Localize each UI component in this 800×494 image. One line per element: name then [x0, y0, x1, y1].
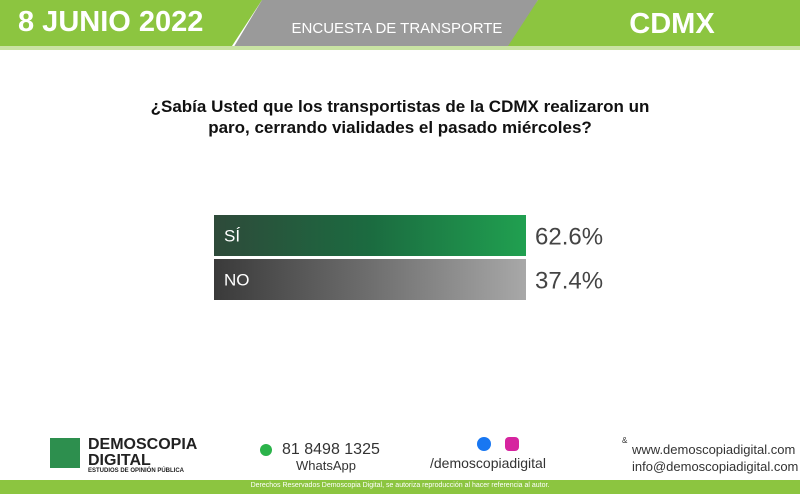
date: 8 JUNIO 2022: [18, 6, 204, 38]
category-label: NO: [224, 271, 250, 290]
social: /demoscopiadigital: [430, 455, 546, 471]
brand: DEMOSCOPIA: [88, 436, 198, 453]
bar: [214, 259, 526, 300]
value-label: 62.6%: [535, 224, 603, 251]
tagline: ESTUDIOS DE OPINIÓN PÚBLICA: [88, 468, 185, 474]
region: CDMX: [629, 8, 715, 40]
instagram-icon: [505, 437, 519, 451]
logo: [50, 438, 80, 468]
category-label: SÍ: [224, 227, 240, 246]
value-label: 37.4%: [535, 268, 603, 295]
header-center: [232, 0, 538, 50]
whatsapp-icon: [260, 444, 272, 456]
header-stripe: [0, 46, 800, 50]
rights: Derechos Reservados Demoscopia Digital, …: [250, 482, 550, 489]
survey: ENCUESTA DE TRANSPORTE: [291, 20, 503, 37]
facebook-icon: [477, 437, 491, 451]
email: info@demoscopiadigital.com: [632, 459, 799, 474]
bar: [214, 215, 526, 256]
header-left: [0, 0, 262, 46]
chart-title: ¿Sabía Usted que los transportistas de l…: [150, 97, 650, 137]
header-right: [508, 0, 800, 46]
web: www.demoscopiadigital.com: [632, 442, 796, 457]
phone: 81 8498 1325: [282, 441, 380, 458]
footer-bar: [0, 480, 800, 494]
phone-label: WhatsApp: [296, 458, 356, 473]
amp: &: [622, 436, 628, 445]
brand2: DIGITAL: [88, 452, 151, 469]
